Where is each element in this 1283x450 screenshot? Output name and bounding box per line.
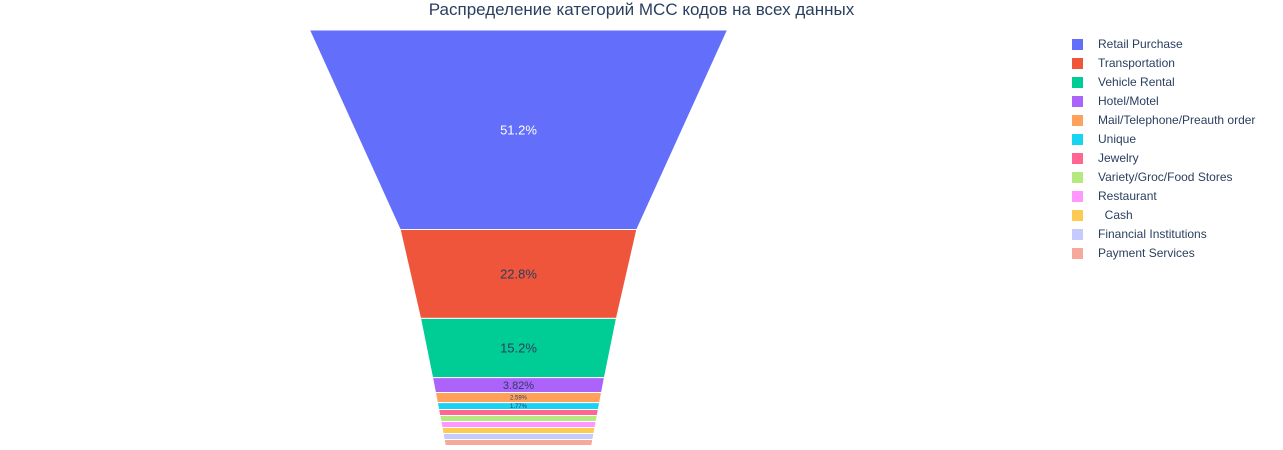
funnel-stage-label: 3.82% — [503, 380, 534, 392]
legend-label: Jewelry — [1098, 151, 1139, 165]
legend-label: Mail/Telephone/Preauth order — [1098, 113, 1256, 127]
funnel-stage-7[interactable] — [438, 408, 599, 416]
legend-swatch — [1072, 96, 1083, 107]
funnel-stage-label: 2.59% — [510, 396, 528, 402]
funnel-stage-8[interactable] — [439, 414, 598, 422]
legend-swatch — [1072, 210, 1083, 221]
legend-swatch — [1072, 134, 1083, 145]
legend-label: Transportation — [1098, 56, 1175, 70]
funnel-stage-12[interactable] — [443, 438, 594, 446]
legend-swatch — [1072, 191, 1083, 202]
legend-label: Payment Services — [1098, 246, 1195, 260]
legend-swatch — [1072, 153, 1083, 164]
funnel-stage-9[interactable] — [440, 420, 597, 428]
legend-swatch — [1072, 248, 1083, 259]
legend-label: Variety/Groc/Food Stores — [1098, 170, 1233, 184]
legend-swatch — [1072, 229, 1083, 240]
legend-label: Retail Purchase — [1098, 37, 1183, 51]
legend-swatch — [1072, 172, 1083, 183]
funnel-stage-10[interactable] — [441, 426, 596, 434]
funnel-stage-label: 1.77% — [510, 404, 528, 410]
legend-label: Vehicle Rental — [1098, 75, 1175, 89]
legend-label: Hotel/Motel — [1098, 94, 1159, 108]
legend-swatch — [1072, 39, 1083, 50]
legend-label: Financial Institutions — [1098, 227, 1207, 241]
funnel-stage-label: 51.2% — [500, 122, 537, 137]
legend-label: Unique — [1098, 132, 1137, 146]
legend-label: Restaurant — [1098, 189, 1157, 203]
legend-label: Cash — [1098, 208, 1133, 222]
legend-swatch — [1072, 58, 1083, 69]
legend-swatch — [1072, 115, 1083, 126]
chart-title: Распределение категорий МСС кодов на все… — [428, 0, 855, 19]
funnel-stage-11[interactable] — [442, 432, 595, 440]
funnel-stage-label: 15.2% — [500, 341, 537, 356]
legend-swatch — [1072, 77, 1083, 88]
funnel-stage-label: 22.8% — [500, 266, 537, 281]
